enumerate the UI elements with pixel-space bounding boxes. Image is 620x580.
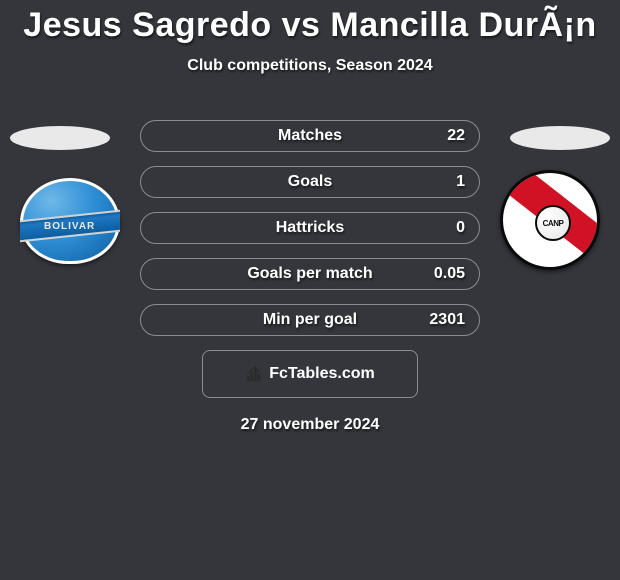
brand-link[interactable]: FcTables.com — [202, 350, 418, 398]
stat-value: 1 — [456, 173, 465, 191]
bar-chart-icon — [245, 365, 263, 383]
stat-row-goals: Goals 1 — [140, 166, 480, 198]
team-badge-left: BOLIVAR — [20, 178, 120, 264]
stat-row-goals-per-match: Goals per match 0.05 — [140, 258, 480, 290]
stat-value: 0.05 — [434, 265, 465, 283]
stat-label: Hattricks — [276, 219, 344, 237]
date-text: 27 november 2024 — [0, 416, 620, 434]
bolivar-shield-icon: BOLIVAR — [20, 178, 120, 264]
stat-value: 0 — [456, 219, 465, 237]
stat-row-matches: Matches 22 — [140, 120, 480, 152]
stat-label: Matches — [278, 127, 342, 145]
player-placeholder-right — [510, 126, 610, 150]
stat-label: Min per goal — [263, 311, 357, 329]
np-badge-text: CANP — [543, 219, 564, 228]
stat-value: 2301 — [429, 311, 465, 329]
stat-label: Goals per match — [247, 265, 372, 283]
np-shield-icon: CANP — [500, 170, 600, 270]
bolivar-badge-text: BOLIVAR — [44, 221, 95, 232]
stat-row-hattricks: Hattricks 0 — [140, 212, 480, 244]
brand-text: FcTables.com — [269, 365, 375, 383]
stat-row-min-per-goal: Min per goal 2301 — [140, 304, 480, 336]
page-title: Jesus Sagredo vs Mancilla DurÃ¡n — [0, 0, 620, 45]
stats-list: Matches 22 Goals 1 Hattricks 0 Goals per… — [140, 120, 480, 336]
page-subtitle: Club competitions, Season 2024 — [0, 57, 620, 75]
stat-value: 22 — [447, 127, 465, 145]
player-placeholder-left — [10, 126, 110, 150]
stat-label: Goals — [288, 173, 332, 191]
team-badge-right: CANP — [500, 170, 600, 270]
